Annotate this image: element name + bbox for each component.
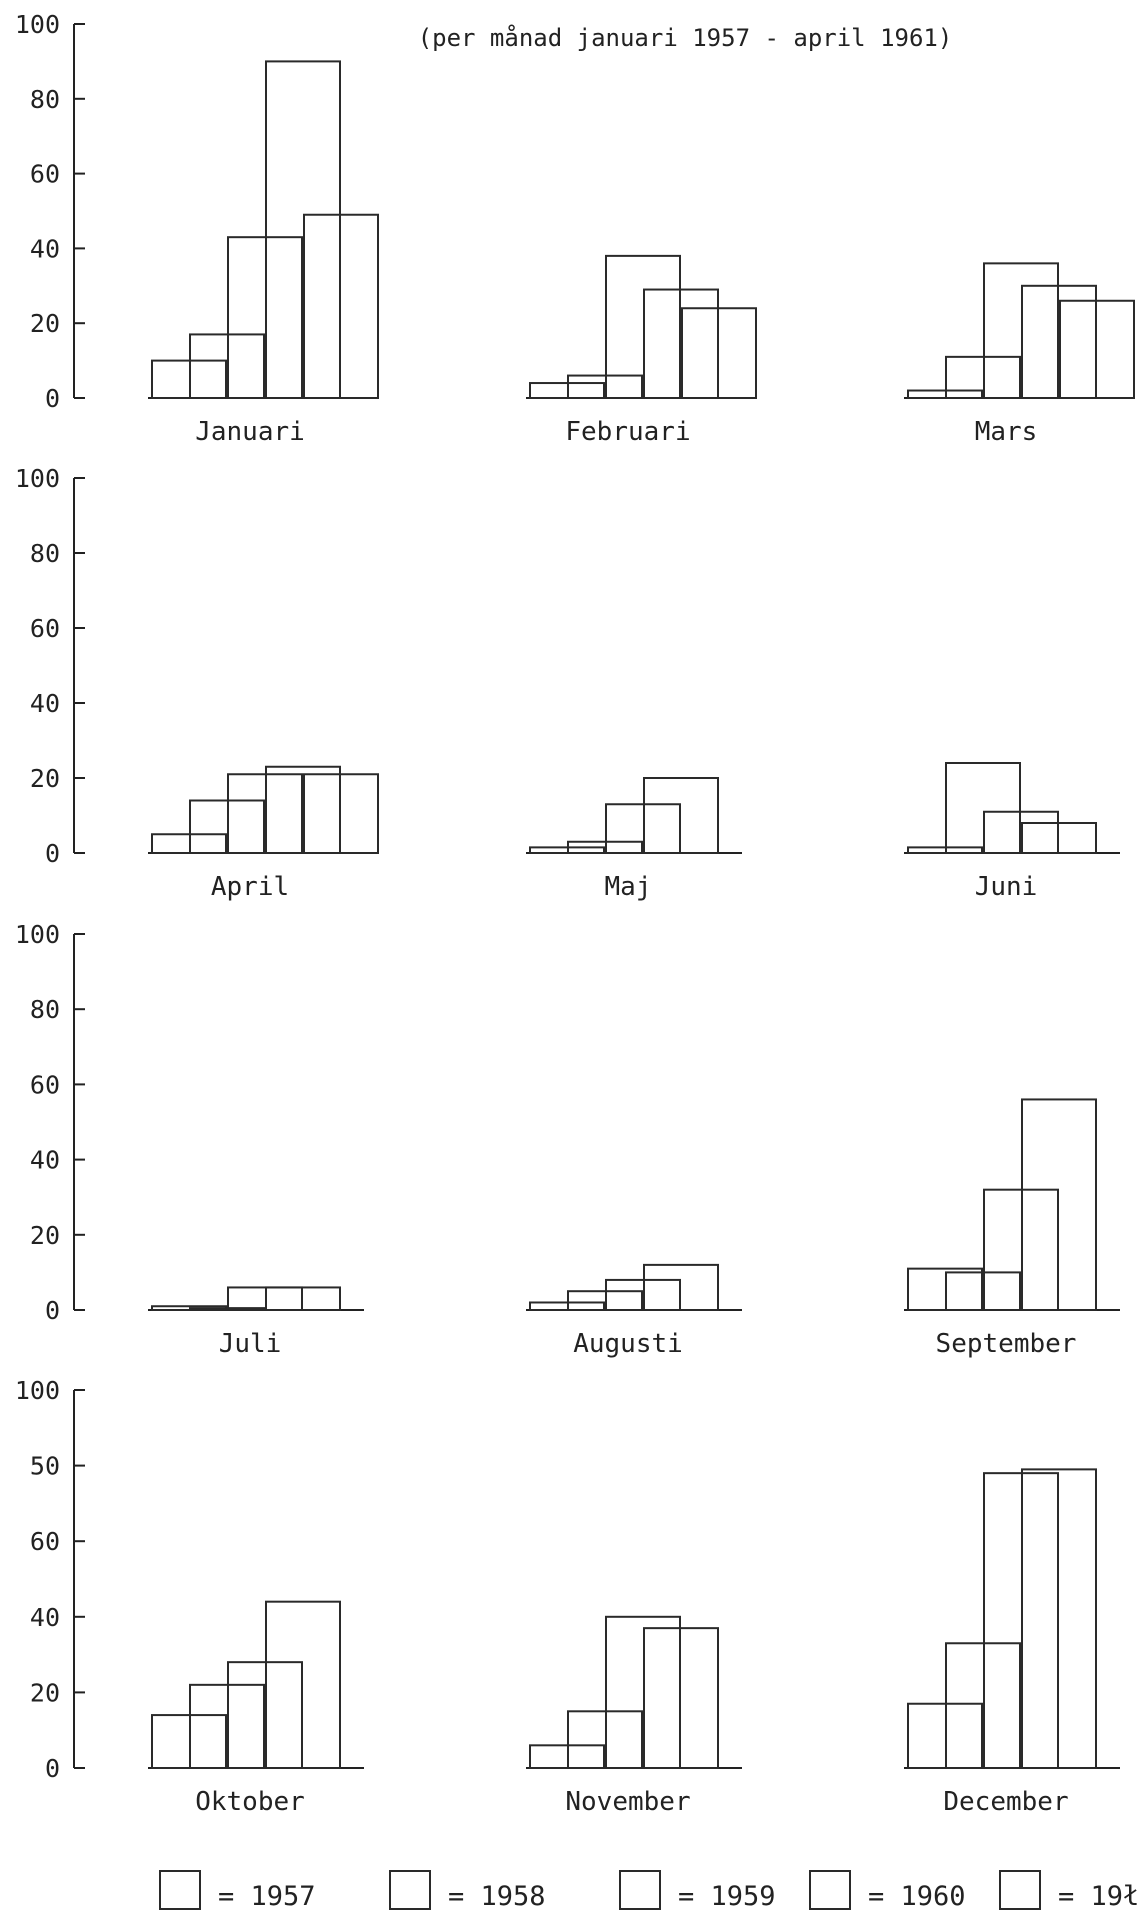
month-label: November (565, 1787, 690, 1817)
bar-maj-1960 (643, 777, 719, 854)
legend-item-1958: = 1958 (389, 1870, 546, 1912)
legend-label: = 1959 (678, 1881, 776, 1912)
month-label: Augusti (573, 1329, 683, 1359)
y-tick-label: 80 (30, 995, 60, 1024)
y-tick-label: 40 (30, 689, 60, 718)
legend-item-1957: = 1957 (159, 1870, 316, 1912)
bar-juni-1960 (1021, 822, 1097, 854)
y-tick-label: 20 (30, 309, 60, 338)
panel-december: December (904, 1468, 1120, 1817)
bar-oktober-1960 (265, 1600, 341, 1770)
month-label: December (943, 1787, 1068, 1817)
y-tick-label: 60 (30, 160, 60, 189)
y-tick-label: 80 (30, 539, 60, 568)
panel-februari: Februari (526, 254, 757, 447)
y-tick-label: 50 (30, 1452, 60, 1481)
bar-september-1960 (1021, 1098, 1097, 1311)
chart-panels: 0 20 40 60 80 100 Januari Februari Mars 0 20 40 60 80… (15, 10, 1135, 1817)
legend-label: = 1960 (868, 1881, 966, 1912)
legend-swatch (619, 1870, 661, 1910)
chart-row-4: 0 20 40 60 50 100 Oktober November December (15, 1376, 1120, 1817)
month-label: Maj (605, 872, 652, 902)
y-tick-label: 40 (30, 1146, 60, 1175)
month-label: Juni (975, 872, 1038, 902)
y-tick-label: 0 (45, 839, 60, 868)
y-tick-label: 0 (45, 1296, 60, 1325)
panel-september: September (904, 1098, 1120, 1359)
legend-swatch (159, 1870, 201, 1910)
y-tick-label: 100 (15, 464, 60, 493)
month-label: Juli (219, 1329, 282, 1359)
y-tick-label: 40 (30, 1603, 60, 1632)
y-tick-label: 0 (45, 1754, 60, 1783)
legend-item-19ł1: = 19ł1 (999, 1870, 1138, 1912)
chart-row-3: 0 20 40 60 80 100 Juli Augusti September (15, 920, 1120, 1359)
y-tick-label: 60 (30, 614, 60, 643)
legend-item-1960: = 1960 (809, 1870, 966, 1912)
month-label: September (936, 1329, 1077, 1359)
bar-februari-19ł1 (681, 307, 757, 399)
y-tick-label: 60 (30, 1527, 60, 1556)
y-tick-label: 20 (30, 764, 60, 793)
bar-januari-19ł1 (303, 213, 379, 399)
y-tick-label: 40 (30, 234, 60, 263)
bar-augusti-1960 (643, 1263, 719, 1312)
panel-april: April (148, 765, 379, 902)
panel-augusti: Augusti (526, 1263, 742, 1359)
chart-row-1: 0 20 40 60 80 100 Januari Februari Mars (15, 10, 1135, 447)
y-tick-label: 20 (30, 1678, 60, 1707)
chart-subtitle: (per månad januari 1957 - april 1961) (418, 23, 953, 52)
panel-november: November (526, 1615, 742, 1817)
legend-label: = 1958 (448, 1881, 546, 1912)
panel-juli: Juli (148, 1286, 364, 1359)
month-label: Januari (195, 417, 305, 447)
legend-label: = 19ł1 (1058, 1881, 1138, 1912)
legend-item-1959: = 1959 (619, 1870, 776, 1912)
y-tick-label: 100 (15, 10, 60, 39)
month-label: Oktober (195, 1787, 305, 1817)
y-tick-label: 60 (30, 1070, 60, 1099)
bar-mars-19ł1 (1059, 299, 1135, 400)
legend: = 1957 = 1958 = 1959 = 1960 = 19ł1 (159, 1870, 1138, 1912)
month-label: April (211, 872, 289, 902)
bar-november-1960 (643, 1627, 719, 1770)
bar-december-1960 (1021, 1468, 1097, 1769)
panel-juni: Juni (904, 762, 1120, 902)
y-tick-label: 0 (45, 384, 60, 413)
legend-swatch (809, 1870, 851, 1910)
panel-januari: Januari (148, 60, 379, 447)
legend-swatch (389, 1870, 431, 1910)
bar-juli-1960 (265, 1286, 341, 1311)
y-tick-label: 80 (30, 85, 60, 114)
y-tick-label: 100 (15, 920, 60, 949)
panel-mars: Mars (904, 262, 1135, 447)
month-label: Februari (565, 417, 690, 447)
legend-label: = 1957 (218, 1881, 316, 1912)
chart-row-2: 0 20 40 60 80 100 April Maj Juni (15, 464, 1120, 902)
panel-maj: Maj (526, 777, 742, 902)
bar-april-19ł1 (303, 773, 379, 854)
legend-swatch (999, 1870, 1041, 1910)
panel-oktober: Oktober (148, 1600, 364, 1817)
month-label: Mars (975, 417, 1038, 447)
y-tick-label: 100 (15, 1376, 60, 1405)
y-tick-label: 20 (30, 1221, 60, 1250)
